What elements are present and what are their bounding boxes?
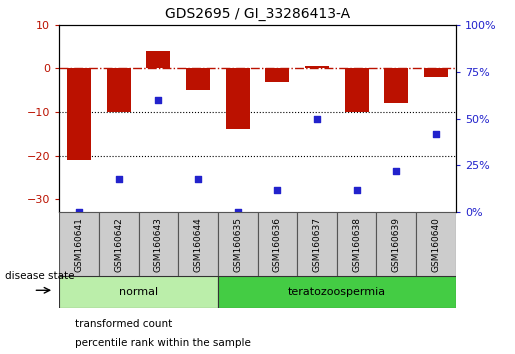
Text: GSM160635: GSM160635 (233, 217, 242, 273)
Text: teratozoospermia: teratozoospermia (288, 287, 386, 297)
Point (114, 176, 123, 182)
Point (154, 97, 162, 103)
Point (352, 187, 360, 193)
Bar (226, 68, 250, 130)
Text: normal: normal (119, 287, 158, 297)
Bar (146, 51, 170, 68)
Text: GSM160638: GSM160638 (352, 217, 361, 273)
Point (313, 116, 321, 121)
Bar (218, 212, 258, 276)
Text: GSM160636: GSM160636 (273, 217, 282, 273)
Bar (59, 212, 99, 276)
Point (392, 168, 401, 174)
Point (194, 176, 202, 182)
Text: GSM160637: GSM160637 (313, 217, 321, 273)
Text: GSM160640: GSM160640 (432, 217, 440, 272)
Bar (416, 212, 456, 276)
Bar (139, 212, 178, 276)
Bar (265, 68, 289, 81)
Text: percentile rank within the sample: percentile rank within the sample (75, 338, 251, 348)
Bar (218, 276, 456, 308)
Bar (99, 212, 139, 276)
Title: GDS2695 / GI_33286413-A: GDS2695 / GI_33286413-A (165, 7, 350, 21)
Text: GSM160642: GSM160642 (114, 217, 123, 272)
Point (432, 131, 440, 136)
Bar (424, 68, 448, 77)
Bar (305, 66, 329, 68)
Text: GSM160644: GSM160644 (194, 217, 202, 272)
Bar (178, 212, 218, 276)
Text: GSM160641: GSM160641 (75, 217, 83, 272)
Bar (376, 212, 416, 276)
Bar (297, 212, 337, 276)
Point (273, 187, 281, 193)
Point (233, 210, 242, 215)
Point (75, 210, 83, 215)
Bar (258, 212, 297, 276)
Bar (384, 68, 408, 103)
Text: disease state: disease state (5, 272, 75, 281)
Bar (186, 68, 210, 90)
Bar (59, 276, 218, 308)
Bar (67, 68, 91, 160)
Bar (345, 68, 369, 112)
Text: GSM160639: GSM160639 (392, 217, 401, 273)
Text: transformed count: transformed count (75, 319, 172, 329)
Bar (107, 68, 131, 112)
Bar (337, 212, 376, 276)
Text: GSM160643: GSM160643 (154, 217, 163, 272)
